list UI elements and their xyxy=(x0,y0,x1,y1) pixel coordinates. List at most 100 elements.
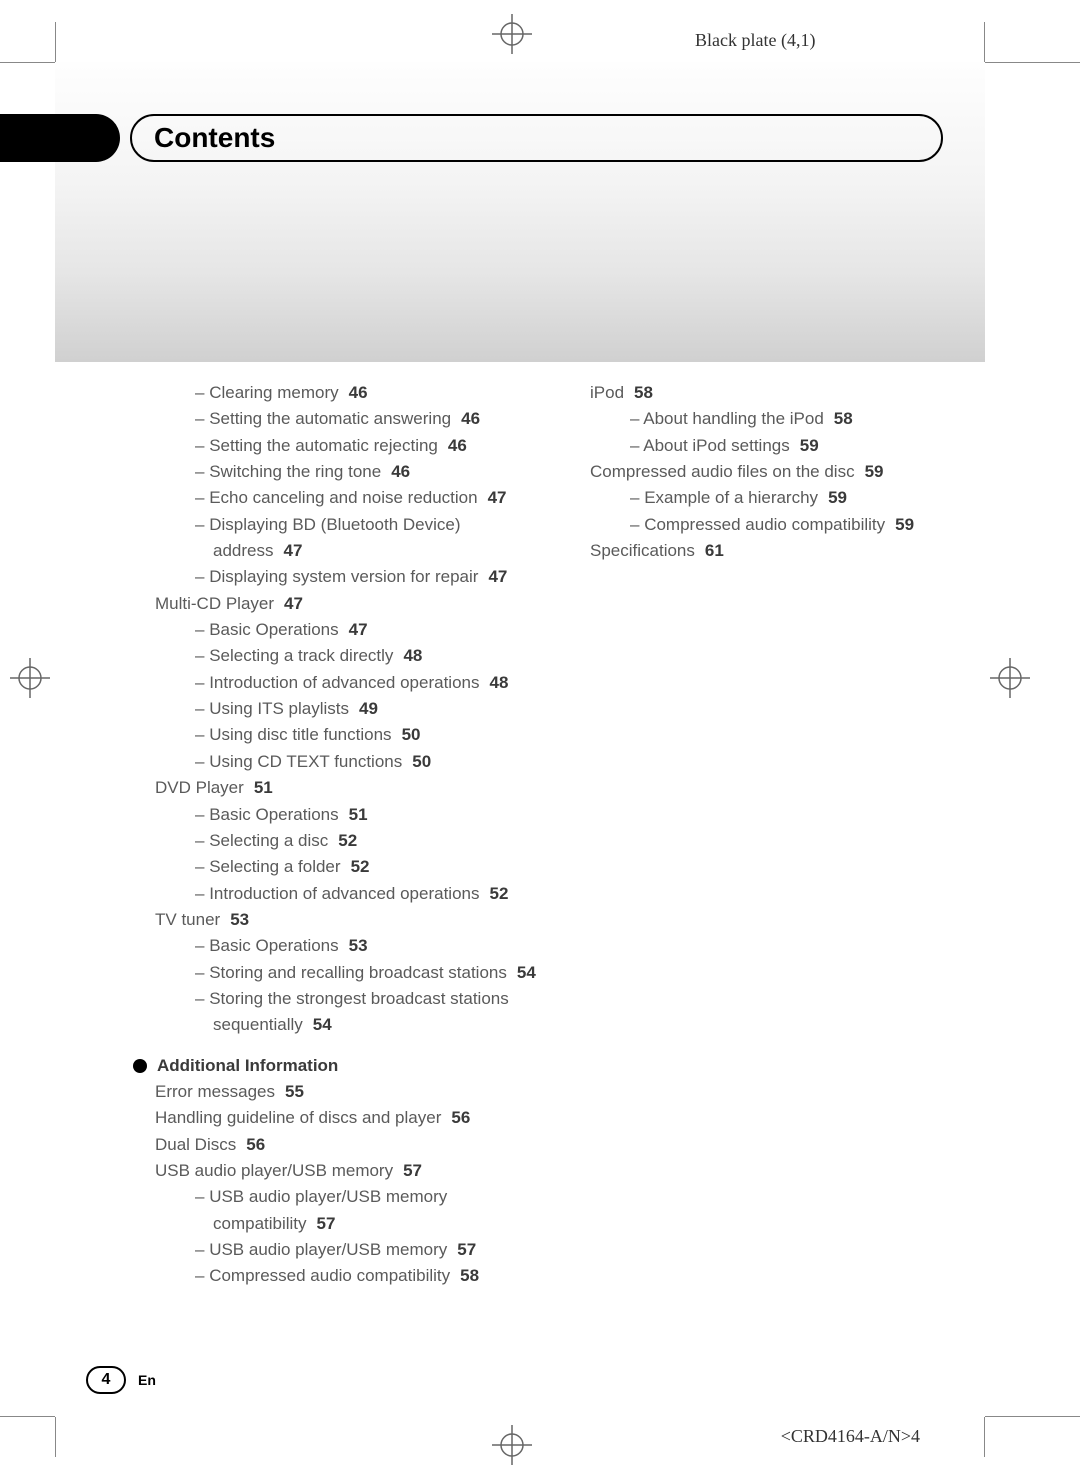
toc-text: Clearing memory xyxy=(209,383,338,402)
toc-page: 59 xyxy=(800,436,819,455)
dash-icon: – xyxy=(195,936,209,955)
dash-icon: – xyxy=(195,488,209,507)
toc-right-column: iPod58– About handling the iPod58– About… xyxy=(590,380,985,1290)
dash-icon: – xyxy=(195,409,209,428)
dash-icon: – xyxy=(195,857,209,876)
toc-entry: – Selecting a folder52 xyxy=(195,854,550,880)
toc-text: Echo canceling and noise reduction xyxy=(209,488,477,507)
toc-text: Storing and recalling broadcast stations xyxy=(209,963,507,982)
header-bar: Contents xyxy=(0,114,985,162)
crop-mark xyxy=(985,62,1080,63)
toc-entry: – Basic Operations51 xyxy=(195,802,550,828)
page-language: En xyxy=(138,1372,156,1388)
bullet-icon xyxy=(133,1059,147,1073)
toc-page: 51 xyxy=(254,778,273,797)
header-gradient xyxy=(55,62,985,362)
dash-icon: – xyxy=(195,515,209,534)
toc-text: Using ITS playlists xyxy=(209,699,349,718)
toc-text: USB audio player/USB memory xyxy=(155,1161,393,1180)
dash-icon: – xyxy=(195,1266,209,1285)
dash-icon: – xyxy=(630,488,644,507)
toc-text: Introduction of advanced operations xyxy=(209,673,479,692)
dash-icon: – xyxy=(195,1240,209,1259)
toc-page: 46 xyxy=(349,383,368,402)
dash-icon: – xyxy=(630,409,643,428)
toc-entry: – Storing the strongest broadcast statio… xyxy=(195,986,550,1039)
toc-text: Setting the automatic rejecting xyxy=(209,436,438,455)
toc-page: 59 xyxy=(828,488,847,507)
toc-entry: Error messages55 xyxy=(155,1079,550,1105)
dash-icon: – xyxy=(195,699,209,718)
toc-page: 56 xyxy=(246,1135,265,1154)
toc-entry: – USB audio player/USB memory compatibil… xyxy=(195,1184,550,1237)
toc-entry: – Storing and recalling broadcast statio… xyxy=(195,960,550,986)
toc-page: 59 xyxy=(895,515,914,534)
dash-icon: – xyxy=(195,462,209,481)
registration-mark-icon xyxy=(492,14,532,54)
dash-icon: – xyxy=(195,752,209,771)
toc-text: Selecting a disc xyxy=(209,831,328,850)
registration-mark-icon xyxy=(10,658,50,698)
toc-text: Using CD TEXT functions xyxy=(209,752,402,771)
toc-text: Compressed audio compatibility xyxy=(644,515,885,534)
toc-entry: Multi-CD Player47 xyxy=(155,591,550,617)
dash-icon: – xyxy=(195,436,209,455)
crop-mark xyxy=(55,22,56,62)
toc-page: 61 xyxy=(705,541,724,560)
dash-icon: – xyxy=(195,567,209,586)
toc-text: Setting the automatic answering xyxy=(209,409,451,428)
crop-mark xyxy=(55,1417,56,1457)
toc-text: Basic Operations xyxy=(209,620,338,639)
dash-icon: – xyxy=(195,989,209,1008)
dash-icon: – xyxy=(195,646,209,665)
toc-text: Switching the ring tone xyxy=(209,462,381,481)
toc-entry: – Using CD TEXT functions50 xyxy=(195,749,550,775)
toc-entry: – Displaying system version for repair47 xyxy=(195,564,550,590)
toc-page: 46 xyxy=(391,462,410,481)
toc-entry: – Basic Operations47 xyxy=(195,617,550,643)
toc-entry: – Setting the automatic answering 46 xyxy=(195,406,550,432)
toc-page: 57 xyxy=(403,1161,422,1180)
toc-page: 53 xyxy=(349,936,368,955)
toc-text: Using disc title functions xyxy=(209,725,391,744)
toc-text: Specifications xyxy=(590,541,695,560)
dash-icon: – xyxy=(195,831,209,850)
toc-entry: – Setting the automatic rejecting46 xyxy=(195,433,550,459)
toc-entry: – Basic Operations53 xyxy=(195,933,550,959)
dash-icon: – xyxy=(195,725,209,744)
toc-entry: iPod58 xyxy=(590,380,985,406)
toc-page: 48 xyxy=(490,673,509,692)
toc-entry: – Displaying BD (Bluetooth Device) addre… xyxy=(195,512,550,565)
toc-page: 52 xyxy=(490,884,509,903)
toc-text: About iPod settings xyxy=(643,436,789,455)
plate-label: Black plate (4,1) xyxy=(695,30,815,51)
page-title: Contents xyxy=(154,122,275,154)
toc-text: Displaying BD (Bluetooth Device) address xyxy=(209,515,460,560)
toc-page: 52 xyxy=(338,831,357,850)
toc-entry: – Compressed audio compatibility58 xyxy=(195,1263,550,1289)
dash-icon: – xyxy=(195,805,209,824)
toc-entry: TV tuner53 xyxy=(155,907,550,933)
section-heading: Additional Information xyxy=(133,1053,550,1079)
toc-text: Compressed audio compatibility xyxy=(209,1266,450,1285)
toc-text: TV tuner xyxy=(155,910,220,929)
toc-entry: – About iPod settings 59 xyxy=(630,433,985,459)
toc-page: 47 xyxy=(488,488,507,507)
toc-entry: Dual Discs56 xyxy=(155,1132,550,1158)
dash-icon: – xyxy=(630,515,644,534)
toc-text: Example of a hierarchy xyxy=(644,488,818,507)
toc-text: Introduction of advanced operations xyxy=(209,884,479,903)
section-heading-text: Additional Information xyxy=(157,1053,338,1079)
dash-icon: – xyxy=(195,673,209,692)
toc-page: 49 xyxy=(359,699,378,718)
dash-icon: – xyxy=(630,436,643,455)
dash-icon: – xyxy=(195,884,209,903)
crop-mark xyxy=(0,1416,55,1417)
dash-icon: – xyxy=(195,383,209,402)
toc-entry: Compressed audio files on the disc59 xyxy=(590,459,985,485)
toc-entry: – Clearing memory 46 xyxy=(195,380,550,406)
registration-mark-icon xyxy=(990,658,1030,698)
toc-page: 46 xyxy=(461,409,480,428)
toc-text: Multi-CD Player xyxy=(155,594,274,613)
toc-text: Handling guideline of discs and player xyxy=(155,1108,441,1127)
